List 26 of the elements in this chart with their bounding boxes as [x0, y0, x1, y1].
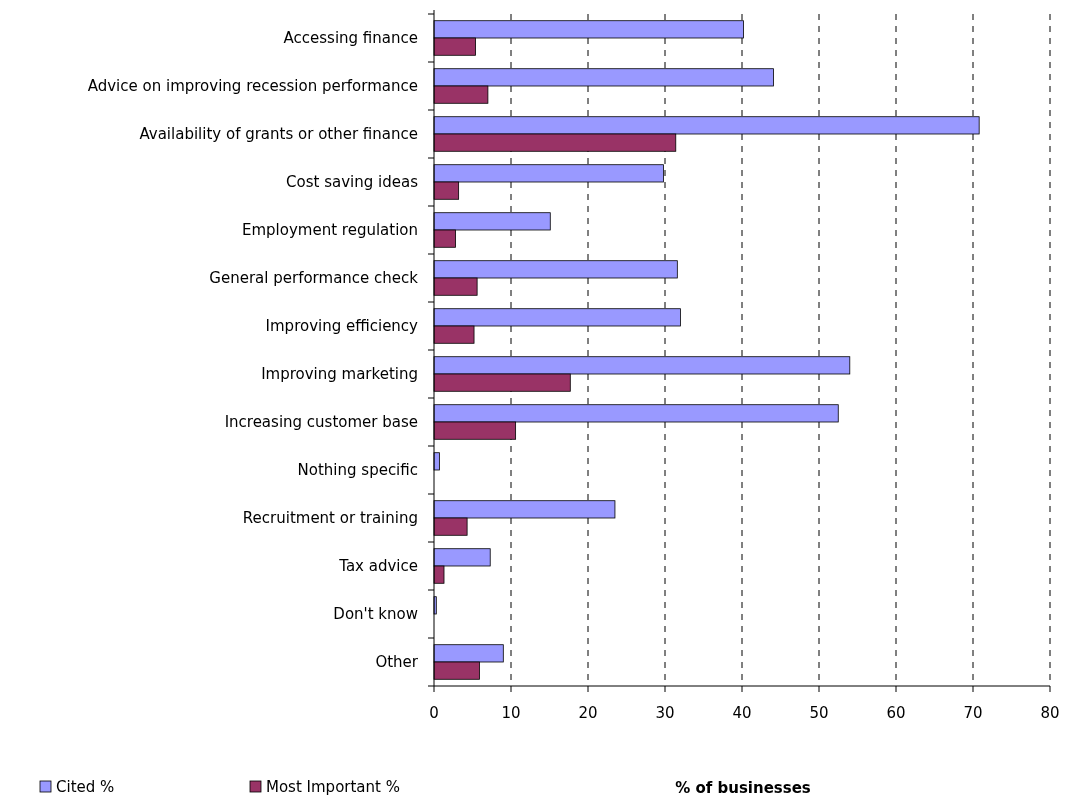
x-tick-label: 60: [886, 704, 906, 722]
x-axis-title: % of businesses: [675, 779, 811, 797]
y-tick-label: Cost saving ideas: [286, 173, 419, 191]
legend-label: Most Important %: [266, 778, 400, 796]
y-tick-label: Recruitment or training: [242, 509, 418, 527]
x-tick-label: 30: [655, 704, 675, 722]
legend-label: Cited %: [56, 778, 115, 796]
y-tick-label: Improving efficiency: [265, 317, 419, 335]
y-tick-label: Availability of grants or other finance: [139, 125, 418, 143]
x-tick-label: 10: [501, 704, 521, 722]
x-tick-label: 70: [963, 704, 983, 722]
y-tick-label: Employment regulation: [241, 221, 418, 239]
x-tick-label: 80: [1040, 704, 1060, 722]
x-tick-label: 40: [732, 704, 752, 722]
y-tick-label: Nothing specific: [297, 461, 418, 479]
x-tick-label: 20: [578, 704, 598, 722]
x-tick-label: 0: [429, 704, 439, 722]
y-tick-label: Increasing customer base: [224, 413, 418, 431]
y-tick-label: Improving marketing: [261, 365, 418, 383]
y-tick-label: Other: [375, 653, 419, 671]
y-tick-label: Tax advice: [338, 557, 418, 575]
y-tick-label: Advice on improving recession performance: [87, 77, 418, 95]
y-tick-label: Don't know: [333, 605, 418, 623]
y-tick-label: General performance check: [209, 269, 419, 287]
x-tick-label: 50: [809, 704, 829, 722]
y-tick-label: Accessing finance: [283, 29, 418, 47]
